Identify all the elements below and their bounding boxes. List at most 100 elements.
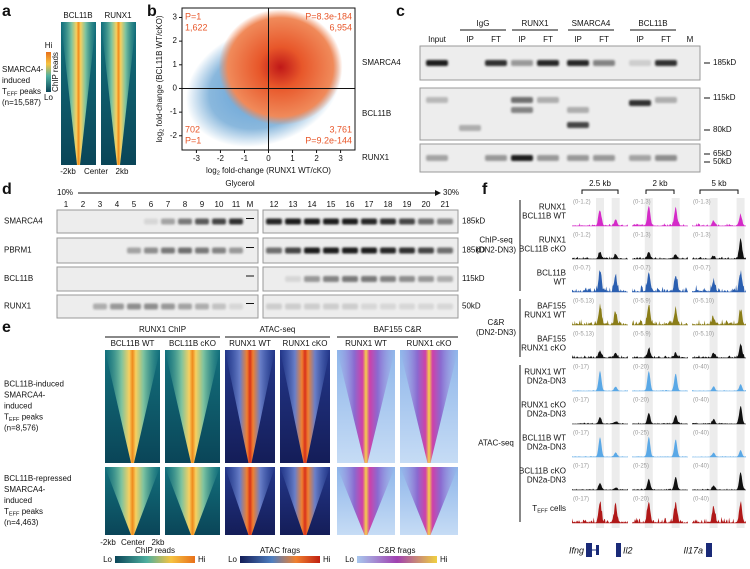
blot-band [655,60,677,66]
blot-band [229,303,243,310]
column-label: RUNX1 WT [229,339,271,348]
blot-band [426,60,448,66]
blot-band [418,303,434,310]
blot-band [437,247,453,254]
column-label: RUNX1 WT [345,339,387,348]
column-label: BCL11B WT [111,339,155,348]
heatmap-signal [225,350,275,463]
track-range: (0-5.13) [573,332,594,338]
track-label: DN2a-DN3 [527,377,567,386]
colorbar-lo: Lo [44,93,53,102]
y-axis-title-sub: 2 [160,129,166,132]
track-range: (0-20) [633,398,649,404]
track-range: (0-40) [693,497,709,503]
track-label: WT [554,278,567,287]
row-label-rest: peaks [19,413,43,422]
lane-label: 13 [289,200,298,209]
signal-track [632,412,688,424]
y-axis-title-rest: fold-change (BCL11B WT/cKO) [155,15,164,129]
lane-label: 20 [422,200,431,209]
track-range: (0-20) [633,365,649,371]
signal-track [572,416,628,424]
x-axis-label: 2kb [116,167,129,176]
track-range: (0-17) [573,365,589,371]
colorbar-title: ChIP reads [51,52,60,92]
track-range: (0-17) [573,398,589,404]
lane-label: 4 [115,200,120,209]
lane-label: 8 [183,200,188,209]
blot-band [266,247,282,254]
quadrant-label: P=9.2e-144 [305,135,352,145]
y-tick-label: 0 [173,84,178,93]
signal-track [572,482,628,490]
blot-band [161,247,175,254]
x-axis-title: log2 fold-change (RUNX1 WT/cKO) [206,166,331,177]
track-label: RUNX1 WT [524,368,566,377]
group-label: (DN2-DN3) [476,328,516,337]
group-label: ATAC-seq [478,439,514,448]
track-range: (0-0.7) [573,266,591,272]
track-label: BCL11B cKO [519,467,566,476]
blot-band [361,218,377,225]
blot-band [380,276,396,282]
lane-label: 3 [98,200,103,209]
lane-label: M [687,35,694,44]
heatmap-signal [105,350,160,463]
highlight-band [644,198,653,528]
quadrant-label: 1,622 [185,22,208,32]
track-range: (0-40) [693,464,709,470]
marker-label: 185kD [713,58,736,67]
x-tick-label: -3 [193,154,201,163]
blot-band [178,218,192,225]
y-tick-label: -1 [170,107,178,116]
gradient-title: Glycerol [225,179,255,188]
blot-band [426,155,448,161]
gene-label: Il17a [683,545,703,555]
signal-track [692,213,746,226]
row-label-rest: peaks [19,507,43,516]
group-label: IgG [477,19,490,28]
signal-track [692,343,746,358]
lane-label: 16 [346,200,355,209]
lane-label: FT [661,35,671,44]
blot-band [212,303,226,310]
group-label: RUNX1 ChIP [139,325,186,334]
lane-label: 12 [270,200,279,209]
track-range: (0-5.10) [693,299,714,305]
blot-band [144,303,158,310]
quadrant-label: 6,954 [329,22,352,32]
blot [419,143,701,173]
colorbar-title: ChIP reads [135,546,175,555]
blot-band [567,155,589,161]
heatmap-signal [280,350,330,463]
blot-band [399,276,415,282]
group-label: BCL11B [638,19,667,28]
blot-band [323,276,339,282]
track-range: (0-40) [693,431,709,437]
gradient-start: 10% [57,188,73,197]
lane-label: M [247,200,254,209]
signal-track [692,406,746,424]
lane-label: 7 [166,200,171,209]
blot-band [110,303,124,310]
signal-track [692,501,746,523]
track-range: (0-25) [633,431,649,437]
blot-band [195,247,209,254]
group-label: SMARCA4 [572,19,611,28]
row-label: SMARCA4- [4,391,46,400]
blot-band [144,247,158,254]
marker-label: 115kD [462,274,485,283]
row-label: SMARCA4- [4,485,46,494]
track-range: (0-1.3) [693,233,711,239]
x-tick-label: -2 [217,154,225,163]
marker-label: 65kD [713,149,732,158]
panel-label: f [482,181,488,198]
signal-track [632,477,688,490]
row-label-sub: EFF [7,92,18,98]
track-range: (0-0.7) [693,266,711,272]
blot-band [323,218,339,225]
blot-band [399,247,415,254]
track-range: (0-1.3) [633,233,651,239]
row-label: RUNX1 [362,153,390,162]
track-label: DN2a-DN3 [527,476,567,485]
